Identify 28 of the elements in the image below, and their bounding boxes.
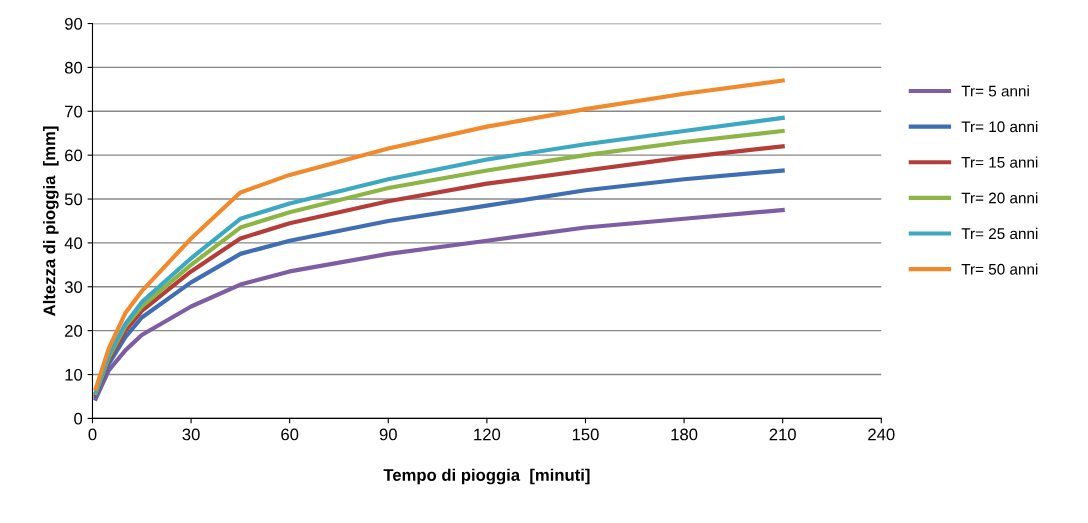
x-tick-label: 150 bbox=[572, 428, 599, 441]
x-tick-label: 0 bbox=[88, 428, 97, 441]
x-axis-title: Tempo di pioggia [minuti] bbox=[383, 468, 590, 485]
y-tick-label: 20 bbox=[65, 325, 83, 337]
legend-label: Tr= 50 anni bbox=[961, 263, 1038, 275]
y-tick-label: 10 bbox=[65, 368, 83, 381]
y-tick-label: 70 bbox=[65, 105, 83, 118]
legend-label: Tr= 15 anni bbox=[961, 156, 1038, 168]
y-tick-label: 80 bbox=[64, 61, 83, 74]
y-tick-label: 30 bbox=[64, 281, 83, 293]
x-tick-label: 240 bbox=[868, 428, 895, 441]
legend-label: Tr= 5 anni bbox=[961, 85, 1029, 97]
y-tick-label: 50 bbox=[64, 193, 83, 206]
legend-label: Tr= 10 anni bbox=[961, 120, 1038, 133]
y-tick-label: 60 bbox=[65, 149, 83, 162]
x-tick-label: 30 bbox=[182, 428, 200, 441]
x-tick-label: 90 bbox=[379, 428, 397, 441]
y-tick-label: 40 bbox=[64, 237, 83, 250]
y-axis-title: Altezza di pioggia [mm] bbox=[43, 126, 59, 316]
x-tick-label: 120 bbox=[474, 428, 501, 441]
x-tick-label: 60 bbox=[281, 428, 299, 441]
y-tick-label: 90 bbox=[65, 17, 83, 30]
legend-label: Tr= 25 anni bbox=[961, 227, 1038, 240]
y-tick-label: 0 bbox=[74, 412, 83, 425]
x-tick-label: 180 bbox=[671, 428, 698, 441]
legend-label: Tr= 20 anni bbox=[961, 192, 1038, 204]
line-series bbox=[93, 207, 785, 401]
x-tick-label: 210 bbox=[769, 428, 796, 441]
